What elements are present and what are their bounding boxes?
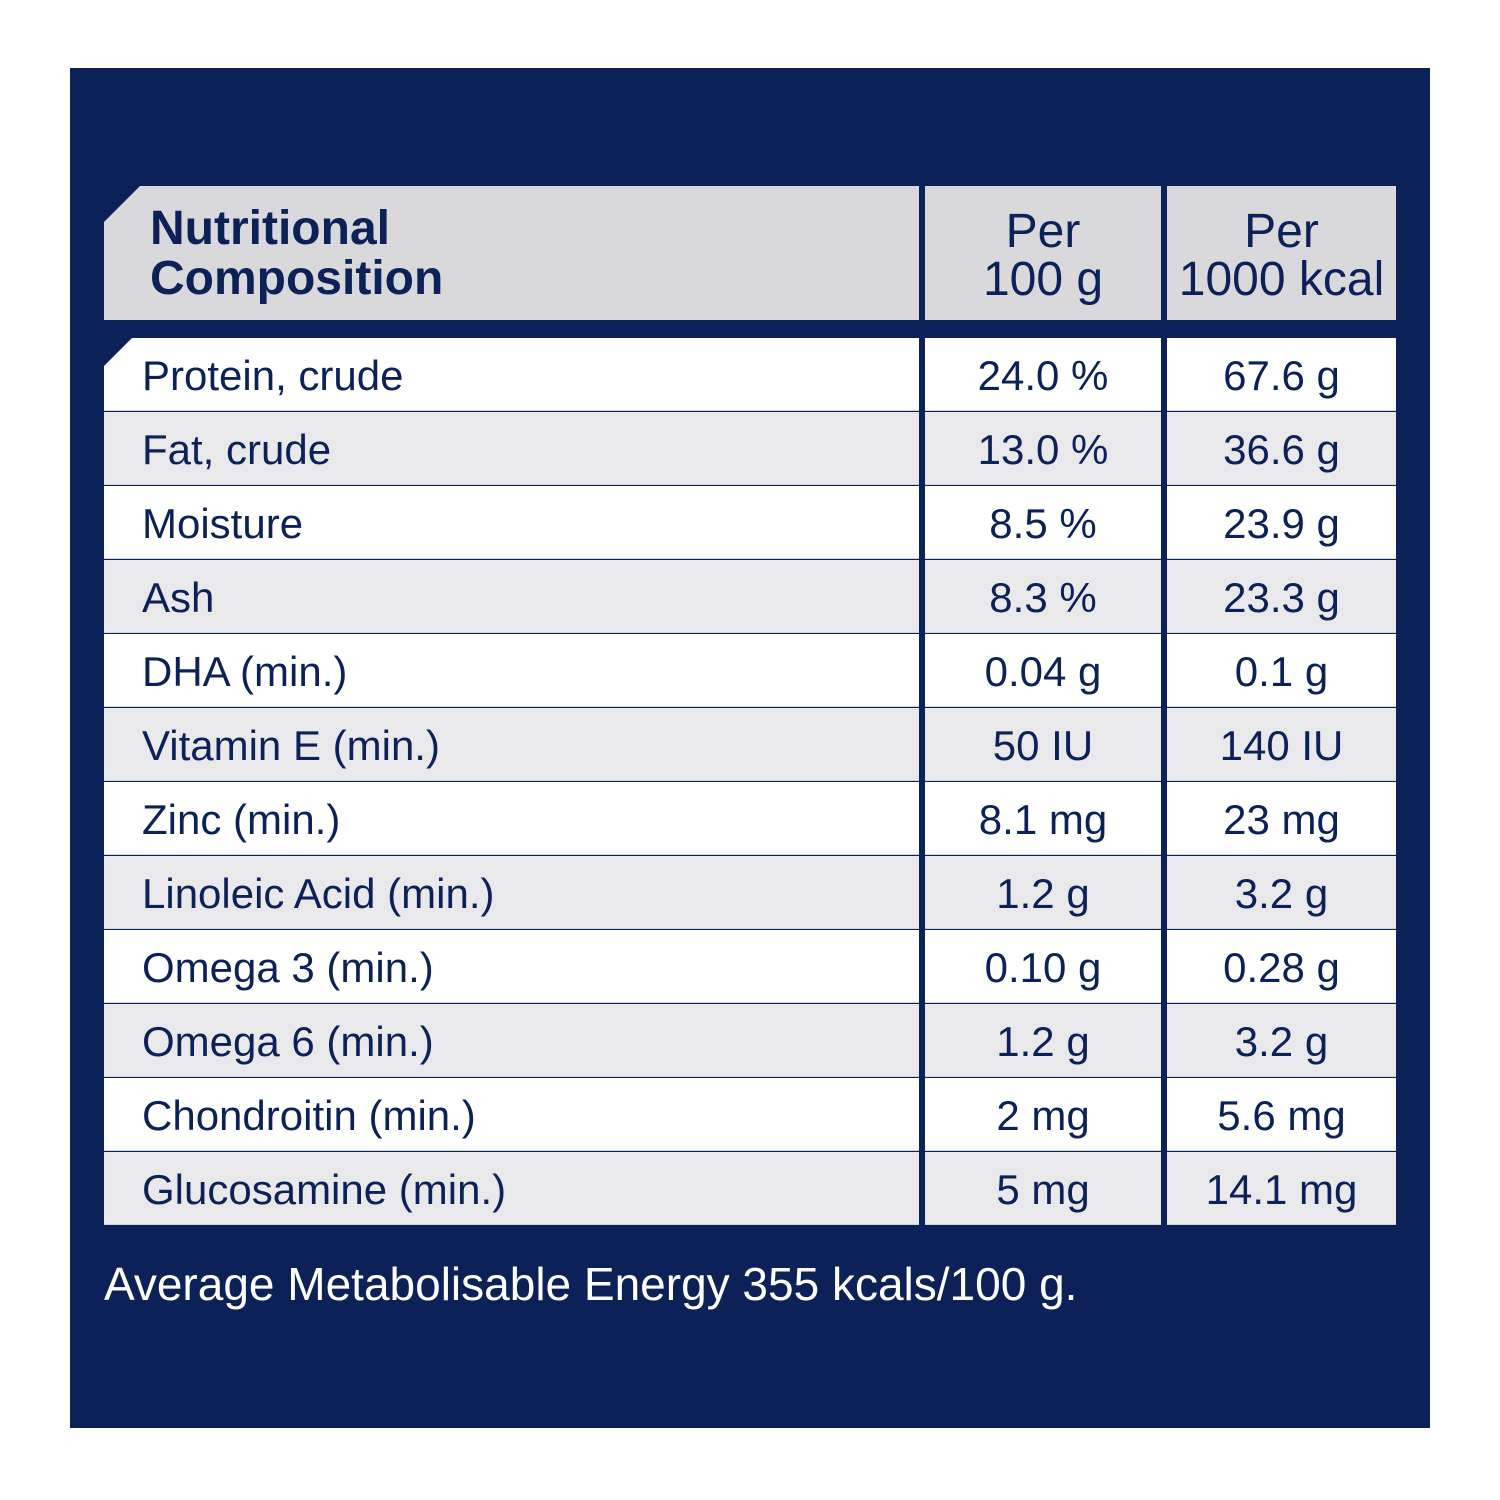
table-body: Protein, crude 24.0 % 67.6 g Fat, crude …	[104, 338, 1396, 1225]
table-row: Omega 6 (min.) 1.2 g 3.2 g	[104, 1004, 1396, 1077]
table-row: Glucosamine (min.) 5 mg 14.1 mg	[104, 1152, 1396, 1225]
nutrient-name: Protein, crude	[104, 338, 919, 411]
value-per-100g: 0.04 g	[925, 634, 1161, 707]
nutrient-name: Chondroitin (min.)	[104, 1078, 919, 1151]
table-row: Fat, crude 13.0 % 36.6 g	[104, 412, 1396, 485]
value-per-1000kcal: 23 mg	[1167, 782, 1396, 855]
value-per-1000kcal: 0.1 g	[1167, 634, 1396, 707]
nutrition-panel: Nutritional Composition Per 100 g Per 10…	[70, 68, 1430, 1428]
table-row: Moisture 8.5 % 23.9 g	[104, 486, 1396, 559]
value-per-100g: 8.5 %	[925, 486, 1161, 559]
energy-footnote: Average Metabolisable Energy 355 kcals/1…	[104, 1258, 1078, 1310]
nutrient-name: DHA (min.)	[104, 634, 919, 707]
table-row: Ash 8.3 % 23.3 g	[104, 560, 1396, 633]
table-row: Linoleic Acid (min.) 1.2 g 3.2 g	[104, 856, 1396, 929]
value-per-1000kcal: 3.2 g	[1167, 1004, 1396, 1077]
value-per-100g: 2 mg	[925, 1078, 1161, 1151]
nutrient-name: Zinc (min.)	[104, 782, 919, 855]
header-col1-line2: 100 g	[982, 253, 1104, 306]
value-per-1000kcal: 0.28 g	[1167, 930, 1396, 1003]
nutrient-name: Linoleic Acid (min.)	[104, 856, 919, 929]
table-row: Vitamin E (min.) 50 IU 140 IU	[104, 708, 1396, 781]
value-per-100g: 1.2 g	[925, 856, 1161, 929]
header-col2-line1: Per	[1244, 205, 1319, 258]
table-row: Protein, crude 24.0 % 67.6 g	[104, 338, 1396, 411]
value-per-1000kcal: 36.6 g	[1167, 412, 1396, 485]
table-row: Omega 3 (min.) 0.10 g 0.28 g	[104, 930, 1396, 1003]
value-per-100g: 24.0 %	[925, 338, 1161, 411]
value-per-100g: 5 mg	[925, 1152, 1161, 1225]
value-per-1000kcal: 23.9 g	[1167, 486, 1396, 559]
header-per-100g-cell: Per 100 g	[925, 186, 1161, 320]
value-per-100g: 1.2 g	[925, 1004, 1161, 1077]
value-per-1000kcal: 14.1 mg	[1167, 1152, 1396, 1225]
table-row: DHA (min.) 0.04 g 0.1 g	[104, 634, 1396, 707]
table-row: Chondroitin (min.) 2 mg 5.6 mg	[104, 1078, 1396, 1151]
header-name-cell: Nutritional Composition	[104, 186, 919, 320]
value-per-1000kcal: 140 IU	[1167, 708, 1396, 781]
nutrient-name: Glucosamine (min.)	[104, 1152, 919, 1225]
table-row: Zinc (min.) 8.1 mg 23 mg	[104, 782, 1396, 855]
header-name-line2: Composition	[150, 252, 444, 305]
header-per-1000kcal-cell: Per 1000 kcal	[1167, 186, 1396, 320]
value-per-1000kcal: 23.3 g	[1167, 560, 1396, 633]
value-per-100g: 13.0 %	[925, 412, 1161, 485]
value-per-1000kcal: 5.6 mg	[1167, 1078, 1396, 1151]
nutrient-name: Fat, crude	[104, 412, 919, 485]
table-header: Nutritional Composition Per 100 g Per 10…	[104, 186, 1396, 320]
value-per-100g: 8.1 mg	[925, 782, 1161, 855]
nutrient-name: Omega 6 (min.)	[104, 1004, 919, 1077]
header-col1-line1: Per	[1005, 205, 1081, 258]
header-name-line1: Nutritional	[150, 202, 390, 255]
value-per-1000kcal: 67.6 g	[1167, 338, 1396, 411]
value-per-100g: 0.10 g	[925, 930, 1161, 1003]
value-per-100g: 8.3 %	[925, 560, 1161, 633]
value-per-100g: 50 IU	[925, 708, 1161, 781]
nutrient-name: Vitamin E (min.)	[104, 708, 919, 781]
header-col2-line2: 1000 kcal	[1178, 253, 1385, 306]
nutrient-name: Ash	[104, 560, 919, 633]
nutrition-table: Nutritional Composition Per 100 g Per 10…	[104, 186, 1396, 1225]
nutrient-name: Omega 3 (min.)	[104, 930, 919, 1003]
value-per-1000kcal: 3.2 g	[1167, 856, 1396, 929]
nutrient-name: Moisture	[104, 486, 919, 559]
